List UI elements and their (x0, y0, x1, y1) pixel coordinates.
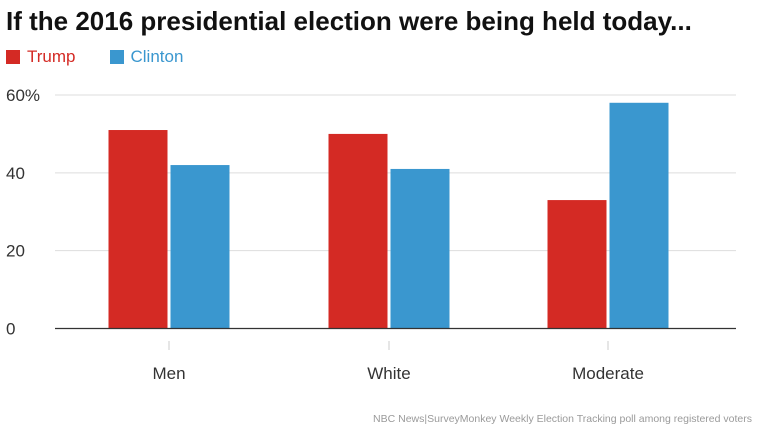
x-tick-label: White (367, 364, 410, 383)
bar-clinton-white (390, 168, 450, 329)
bar-clinton-moderate (609, 102, 669, 329)
y-tick-label: 20 (6, 242, 25, 261)
bar-trump-white (328, 133, 388, 329)
legend-swatch-clinton (109, 50, 124, 64)
legend-item-clinton: Clinton (109, 47, 184, 67)
y-tick-label: 40 (6, 164, 25, 183)
bar-trump-men (108, 130, 168, 329)
bar-trump-moderate (547, 200, 607, 329)
bar-clinton-men (170, 165, 230, 329)
y-tick-label: 0 (6, 320, 15, 339)
legend-item-trump: Trump (6, 47, 76, 67)
y-tick-label: 60% (6, 86, 40, 105)
x-tick-label: Men (152, 364, 185, 383)
source-note: NBC News|SurveyMonkey Weekly Election Tr… (373, 413, 752, 425)
x-tick-label: Moderate (572, 364, 644, 383)
legend: Trump Clinton (6, 47, 217, 67)
legend-swatch-trump (6, 50, 20, 64)
legend-label-clinton: Clinton (130, 47, 184, 66)
chart-title: If the 2016 presidential election were b… (6, 6, 692, 36)
legend-label-trump: Trump (27, 47, 76, 66)
